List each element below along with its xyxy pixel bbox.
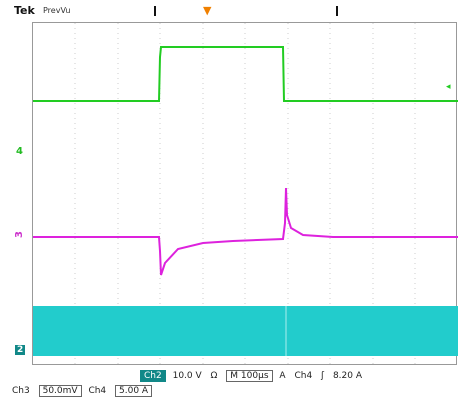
ch3-marker: 3 [13, 231, 25, 238]
ch2-marker: 2 [15, 345, 26, 355]
ch2-scale: 10.0 V [172, 371, 202, 381]
timebase: M 100µs [226, 370, 273, 382]
waveform-svg: ◂ [33, 23, 458, 366]
top-bar: Tek PrevVu ▼ [0, 0, 461, 22]
ch3-label: Ch3 [12, 386, 30, 396]
cursor-right [336, 6, 338, 16]
scope-display: ◂ [32, 22, 458, 366]
status-line-1: Ch2 10.0 V Ω M 100µs A Ch4 ʃ 8.20 A [140, 370, 368, 384]
status-line-2: Ch3 50.0mV Ch4 5.00 A [12, 385, 156, 399]
ch4-trace [33, 46, 458, 102]
ch4-scale: 5.00 A [115, 385, 153, 397]
trigger-icon: A [279, 371, 286, 381]
trigger-source: Ch4 [294, 371, 313, 381]
brand-logo: Tek [14, 4, 35, 17]
trigger-position-icon: ▼ [203, 4, 212, 17]
acquisition-mode: PrevVu [43, 6, 71, 15]
ch4-marker: 4 [16, 146, 23, 157]
ch3-trace [33, 187, 458, 276]
trigger-slope-icon: ʃ [321, 371, 325, 381]
ch2-band [33, 306, 458, 356]
ch4-level-marker: ◂ [446, 82, 451, 92]
trigger-level: 8.20 A [332, 371, 363, 381]
ch4-label: Ch4 [88, 386, 107, 396]
bandwidth-icon: Ω [210, 371, 218, 381]
cursor-left [154, 6, 156, 16]
ch3-scale: 50.0mV [38, 385, 82, 397]
ch2-label: Ch2 [140, 370, 166, 382]
